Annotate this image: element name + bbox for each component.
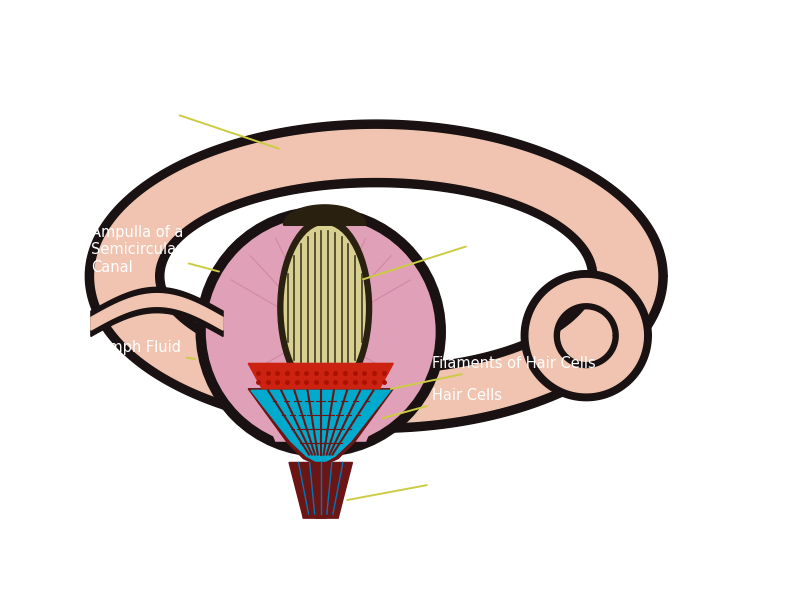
Polygon shape: [234, 375, 408, 443]
Ellipse shape: [283, 225, 366, 391]
Polygon shape: [248, 364, 394, 389]
Polygon shape: [248, 389, 394, 466]
Polygon shape: [283, 205, 366, 225]
Polygon shape: [251, 391, 390, 464]
Polygon shape: [91, 293, 223, 330]
Polygon shape: [529, 278, 643, 393]
Text: Ampulla of a
Semicircular
Canal: Ampulla of a Semicircular Canal: [91, 225, 219, 275]
Circle shape: [206, 217, 436, 446]
Polygon shape: [522, 271, 651, 401]
Text: Hair Cells: Hair Cells: [383, 388, 502, 418]
Polygon shape: [86, 120, 667, 433]
Polygon shape: [248, 373, 394, 441]
Polygon shape: [303, 508, 338, 518]
Polygon shape: [91, 287, 223, 337]
Circle shape: [195, 206, 446, 457]
Polygon shape: [289, 463, 353, 518]
Text: Vestibular Nerve: Vestibular Nerve: [347, 467, 546, 500]
Text: Semicircular
Canal: Semicircular Canal: [83, 82, 278, 149]
Ellipse shape: [277, 217, 372, 399]
Polygon shape: [95, 130, 658, 423]
Text: Cupula: Cupula: [363, 229, 522, 280]
Text: Filaments of Hair Cells: Filaments of Hair Cells: [391, 356, 595, 389]
Text: Endolymph Fluid: Endolymph Fluid: [59, 340, 195, 359]
